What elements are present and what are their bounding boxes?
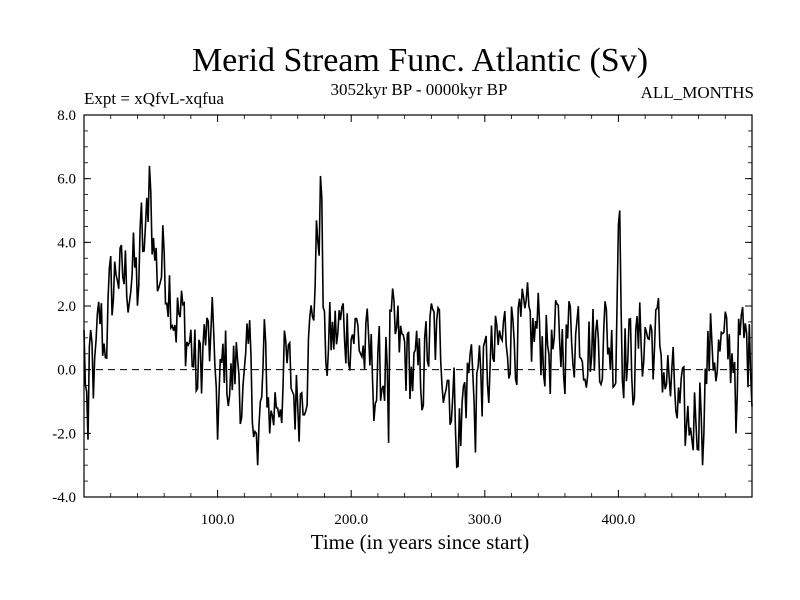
months-label: ALL_MONTHS — [641, 83, 754, 102]
y-axis: -4.0 -2.0 0.0 2.0 4.0 6.0 8.0 — [52, 108, 752, 506]
series-line — [83, 165, 753, 469]
y-tick-label: 0.0 — [57, 363, 76, 379]
chart-title: Merid Stream Func. Atlantic (Sv) — [192, 42, 648, 79]
x-tick-label: 100.0 — [201, 512, 235, 528]
x-tick-label: 300.0 — [468, 512, 502, 528]
y-tick-label: -4.0 — [52, 490, 76, 506]
y-tick-label: -2.0 — [52, 426, 76, 442]
x-axis-label: Time (in years since start) — [311, 530, 530, 554]
time-range-label: 3052kyr BP - 0000kyr BP — [331, 80, 508, 99]
x-tick-label: 200.0 — [334, 512, 368, 528]
series-group — [83, 165, 753, 469]
x-tick-label: 400.0 — [602, 512, 636, 528]
x-axis: 100.0 200.0 300.0 400.0 — [110, 115, 726, 528]
experiment-label: Expt = xQfvL-xqfua — [84, 89, 224, 108]
y-tick-label: 6.0 — [57, 172, 76, 188]
y-tick-label: 8.0 — [57, 108, 76, 124]
y-tick-label: 2.0 — [57, 299, 76, 315]
y-tick-label: 4.0 — [57, 235, 76, 251]
